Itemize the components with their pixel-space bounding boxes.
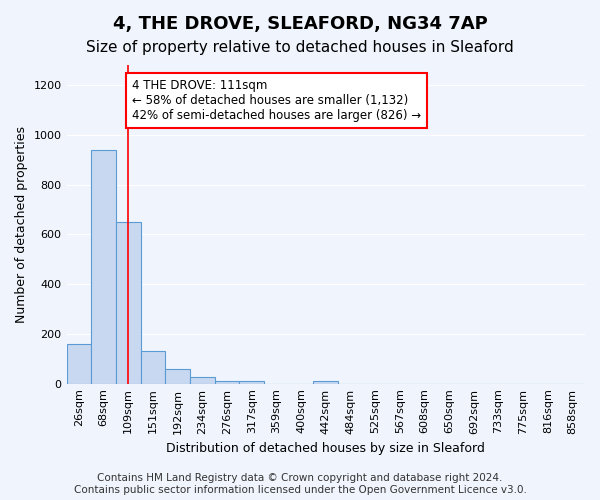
X-axis label: Distribution of detached houses by size in Sleaford: Distribution of detached houses by size … [166,442,485,455]
Text: 4, THE DROVE, SLEAFORD, NG34 7AP: 4, THE DROVE, SLEAFORD, NG34 7AP [113,15,487,33]
Bar [313,381,338,384]
Bar [140,352,165,384]
Text: 4 THE DROVE: 111sqm
← 58% of detached houses are smaller (1,132)
42% of semi-det: 4 THE DROVE: 111sqm ← 58% of detached ho… [132,80,421,122]
Bar [91,150,116,384]
Bar [190,378,215,384]
Bar [239,381,264,384]
Text: Contains HM Land Registry data © Crown copyright and database right 2024.
Contai: Contains HM Land Registry data © Crown c… [74,474,526,495]
Bar [67,344,91,384]
Bar [215,381,239,384]
Bar [116,222,140,384]
Y-axis label: Number of detached properties: Number of detached properties [15,126,28,323]
Bar [165,368,190,384]
Text: Size of property relative to detached houses in Sleaford: Size of property relative to detached ho… [86,40,514,55]
